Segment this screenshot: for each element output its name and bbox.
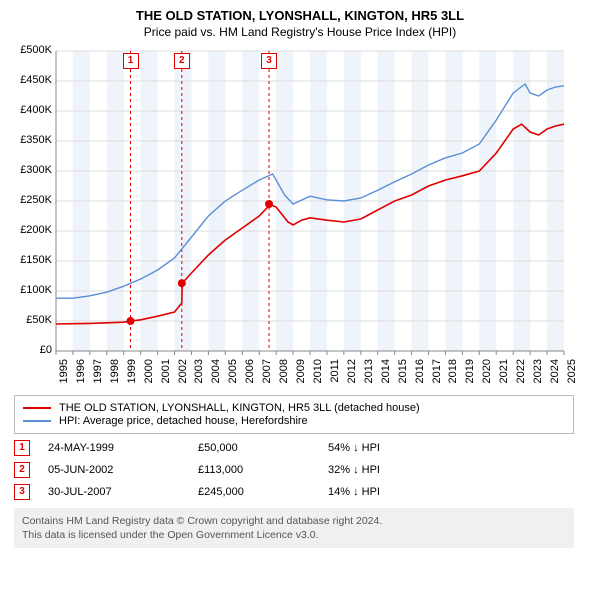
y-tick-label: £50K — [12, 314, 52, 326]
chart-svg — [12, 45, 567, 385]
y-tick-label: £0 — [12, 344, 52, 356]
x-tick-label: 2025 — [566, 359, 578, 389]
x-tick-label: 2014 — [380, 359, 392, 389]
legend-swatch — [23, 420, 51, 422]
y-tick-label: £250K — [12, 194, 52, 206]
legend-box: THE OLD STATION, LYONSHALL, KINGTON, HR5… — [14, 395, 574, 434]
event-row: 2 05-JUN-2002£113,00032% ↓ HPI — [14, 462, 574, 478]
x-tick-label: 2003 — [193, 359, 205, 389]
sale-marker-1: 1 — [123, 53, 139, 69]
event-price: £50,000 — [198, 442, 328, 454]
event-marker-2: 2 — [14, 462, 30, 478]
x-tick-label: 2022 — [515, 359, 527, 389]
x-tick-label: 2007 — [261, 359, 273, 389]
event-diff: 54% ↓ HPI — [328, 442, 574, 454]
event-price: £245,000 — [198, 486, 328, 498]
x-tick-label: 2023 — [532, 359, 544, 389]
chart-plot-area: £0 £50K £100K £150K £200K £250K £300K £350K £400… — [12, 45, 567, 385]
title-block: THE OLD STATION, LYONSHALL, KINGTON, HR5… — [10, 8, 590, 39]
event-marker-1: 1 — [14, 440, 30, 456]
x-tick-label: 2011 — [329, 359, 341, 389]
y-tick-label: £300K — [12, 164, 52, 176]
x-tick-label: 2016 — [414, 359, 426, 389]
x-tick-label: 2018 — [447, 359, 459, 389]
x-tick-label: 2024 — [549, 359, 561, 389]
legend-swatch — [23, 407, 51, 409]
events-table: 1 24-MAY-1999£50,00054% ↓ HPI 2 05-JUN-2002… — [14, 440, 574, 500]
event-date: 24-MAY-1999 — [48, 442, 198, 454]
y-tick-label: £500K — [12, 44, 52, 56]
y-tick-label: £200K — [12, 224, 52, 236]
event-date: 30-JUL-2007 — [48, 486, 198, 498]
event-marker-3: 3 — [14, 484, 30, 500]
x-tick-label: 2004 — [210, 359, 222, 389]
legend-label: HPI: Average price, detached house, Here… — [59, 415, 308, 427]
event-diff: 32% ↓ HPI — [328, 464, 574, 476]
y-tick-label: £450K — [12, 74, 52, 86]
event-row: 3 30-JUL-2007£245,00014% ↓ HPI — [14, 484, 574, 500]
x-tick-label: 2021 — [498, 359, 510, 389]
y-tick-label: £100K — [12, 284, 52, 296]
sale-marker-2: 2 — [174, 53, 190, 69]
x-tick-label: 1995 — [58, 359, 70, 389]
x-tick-label: 1997 — [92, 359, 104, 389]
chart-container: THE OLD STATION, LYONSHALL, KINGTON, HR5… — [0, 0, 600, 556]
legend-row: HPI: Average price, detached house, Here… — [23, 415, 565, 427]
x-tick-label: 2006 — [244, 359, 256, 389]
x-tick-label: 2013 — [363, 359, 375, 389]
x-tick-label: 2009 — [295, 359, 307, 389]
x-tick-label: 2005 — [227, 359, 239, 389]
footer-line1: Contains HM Land Registry data © Crown c… — [22, 514, 566, 528]
footer-attribution: Contains HM Land Registry data © Crown c… — [14, 508, 574, 548]
x-tick-label: 2002 — [177, 359, 189, 389]
x-tick-label: 2001 — [160, 359, 172, 389]
y-tick-label: £350K — [12, 134, 52, 146]
event-diff: 14% ↓ HPI — [328, 486, 574, 498]
x-tick-label: 1999 — [126, 359, 138, 389]
event-price: £113,000 — [198, 464, 328, 476]
event-date: 05-JUN-2002 — [48, 464, 198, 476]
footer-line2: This data is licensed under the Open Gov… — [22, 528, 566, 542]
x-tick-label: 2019 — [464, 359, 476, 389]
x-tick-label: 2015 — [397, 359, 409, 389]
x-tick-label: 1996 — [75, 359, 87, 389]
y-tick-label: £150K — [12, 254, 52, 266]
event-row: 1 24-MAY-1999£50,00054% ↓ HPI — [14, 440, 574, 456]
x-tick-label: 2008 — [278, 359, 290, 389]
x-tick-label: 2017 — [431, 359, 443, 389]
legend-row: THE OLD STATION, LYONSHALL, KINGTON, HR5… — [23, 402, 565, 414]
legend-label: THE OLD STATION, LYONSHALL, KINGTON, HR5… — [59, 402, 420, 414]
title-main: THE OLD STATION, LYONSHALL, KINGTON, HR5… — [10, 8, 590, 23]
y-tick-label: £400K — [12, 104, 52, 116]
x-tick-label: 2010 — [312, 359, 324, 389]
title-sub: Price paid vs. HM Land Registry's House … — [10, 25, 590, 39]
x-tick-label: 1998 — [109, 359, 121, 389]
sale-marker-3: 3 — [261, 53, 277, 69]
x-tick-label: 2020 — [481, 359, 493, 389]
x-tick-label: 2012 — [346, 359, 358, 389]
x-tick-label: 2000 — [143, 359, 155, 389]
